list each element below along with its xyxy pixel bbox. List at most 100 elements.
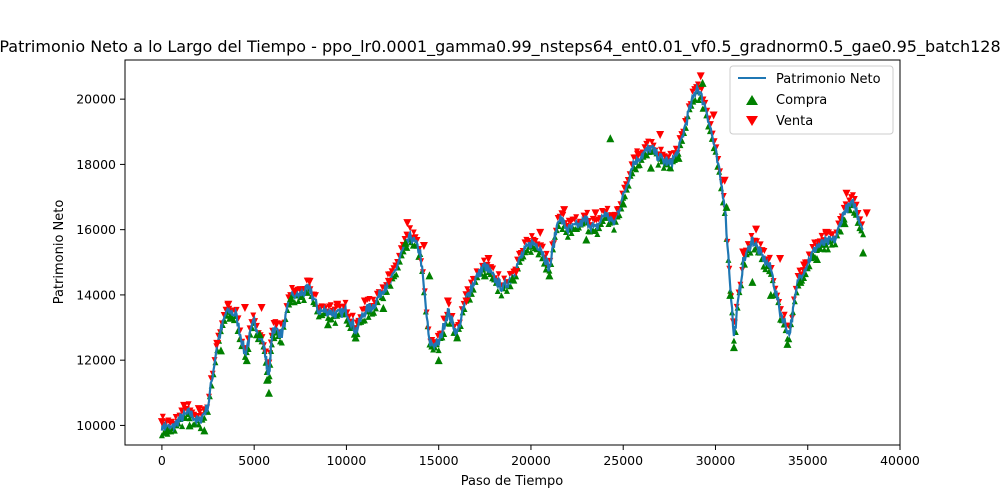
buy-marker bbox=[266, 373, 273, 380]
buy-marker bbox=[494, 287, 501, 294]
buy-marker bbox=[498, 292, 505, 299]
legend-box bbox=[729, 65, 894, 135]
venta-point bbox=[720, 176, 729, 185]
x-axis-label: Paso de Tiempo bbox=[461, 474, 564, 489]
buy-marker bbox=[559, 226, 566, 233]
sell-marker bbox=[851, 195, 858, 202]
compra-point bbox=[606, 134, 615, 143]
buy-marker bbox=[594, 231, 601, 238]
sell-marker bbox=[604, 205, 611, 212]
compra-point bbox=[263, 375, 272, 384]
buy-marker bbox=[404, 244, 411, 251]
compra-point bbox=[185, 421, 194, 430]
buy-marker bbox=[435, 347, 442, 354]
sell-marker bbox=[346, 313, 353, 320]
sell-marker bbox=[573, 214, 580, 221]
compra-point bbox=[748, 277, 757, 286]
sell-marker bbox=[370, 296, 377, 303]
x-tick-label: 35000 bbox=[788, 453, 828, 468]
compra-point bbox=[480, 271, 489, 280]
venta-point bbox=[862, 209, 871, 218]
buy-marker bbox=[655, 161, 662, 168]
venta-point bbox=[800, 261, 809, 270]
buy-marker bbox=[598, 221, 605, 228]
venta-point bbox=[180, 401, 189, 410]
buy-marker bbox=[328, 316, 335, 323]
sell-marker bbox=[410, 229, 417, 236]
compra-point bbox=[200, 426, 209, 435]
compra-point bbox=[722, 202, 731, 211]
compra-point bbox=[698, 78, 707, 87]
y-tick-label: 12000 bbox=[76, 353, 116, 368]
buy-marker bbox=[361, 317, 368, 324]
compra-point bbox=[287, 294, 296, 303]
venta-point bbox=[752, 225, 761, 234]
buy-marker bbox=[384, 288, 391, 295]
venta-point bbox=[633, 150, 642, 159]
x-tick-label: 40000 bbox=[880, 453, 920, 468]
compra-point bbox=[323, 320, 332, 329]
sell-marker bbox=[672, 145, 679, 152]
legend: Patrimonio Neto Compra Venta bbox=[729, 65, 894, 135]
compra-point bbox=[379, 303, 388, 312]
buy-marker bbox=[847, 207, 854, 214]
sell-marker bbox=[480, 257, 487, 264]
buy-marker bbox=[182, 415, 189, 422]
buy-marker bbox=[762, 266, 769, 273]
sell-marker bbox=[172, 414, 179, 421]
buy-marker bbox=[622, 193, 629, 200]
compra-point bbox=[264, 388, 273, 397]
buy-marker bbox=[660, 164, 667, 171]
compra-point bbox=[508, 274, 517, 283]
sell-marker bbox=[312, 292, 319, 299]
venta-point bbox=[240, 303, 249, 312]
buy-marker bbox=[487, 271, 494, 278]
venta-point bbox=[776, 255, 785, 264]
buy-marker bbox=[860, 231, 867, 238]
compra-point bbox=[351, 333, 360, 342]
y-axis-label: Patrimonio Neto bbox=[52, 200, 67, 305]
y-tick-label: 16000 bbox=[76, 222, 116, 237]
venta-point bbox=[290, 287, 299, 296]
compra-point bbox=[726, 290, 735, 299]
buy-marker bbox=[633, 166, 640, 173]
venta-point bbox=[360, 297, 369, 306]
buy-marker bbox=[524, 247, 531, 254]
buy-marker bbox=[304, 289, 311, 296]
buy-marker bbox=[837, 228, 844, 235]
legend-label-compra: Compra bbox=[776, 93, 827, 108]
sell-marker bbox=[159, 413, 166, 420]
venta-point bbox=[305, 277, 314, 286]
y-tick-label: 14000 bbox=[76, 287, 116, 302]
buy-marker bbox=[507, 283, 514, 290]
buy-marker bbox=[636, 162, 643, 169]
sell-marker bbox=[748, 232, 755, 239]
y-tick-label: 20000 bbox=[76, 92, 116, 107]
buy-marker bbox=[817, 245, 824, 252]
buy-marker bbox=[801, 274, 808, 281]
sell-marker bbox=[539, 243, 546, 250]
buy-marker bbox=[278, 339, 285, 346]
compra-point bbox=[766, 290, 775, 299]
buy-marker bbox=[513, 273, 520, 280]
sell-marker bbox=[853, 201, 860, 208]
buy-marker bbox=[503, 287, 510, 294]
chart-title: Patrimonio Neto a lo Largo del Tiempo - … bbox=[0, 37, 1000, 57]
sell-marker bbox=[781, 311, 788, 318]
legend-swatch-venta bbox=[746, 116, 758, 126]
sell-marker bbox=[327, 302, 334, 309]
sell-marker bbox=[532, 237, 539, 244]
legend-swatch-compra bbox=[746, 95, 758, 105]
venta-point bbox=[272, 320, 281, 329]
buy-marker bbox=[616, 212, 623, 219]
compra-point bbox=[646, 163, 655, 172]
y-tick-label: 18000 bbox=[76, 157, 116, 172]
venta-point bbox=[696, 72, 705, 81]
compra-point bbox=[255, 330, 264, 339]
sell-marker bbox=[766, 254, 773, 261]
venta-point bbox=[512, 268, 521, 277]
sell-marker bbox=[495, 271, 502, 278]
buy-marker bbox=[668, 165, 675, 172]
series-line-patrimonio bbox=[160, 82, 864, 434]
compra-point bbox=[582, 235, 591, 244]
